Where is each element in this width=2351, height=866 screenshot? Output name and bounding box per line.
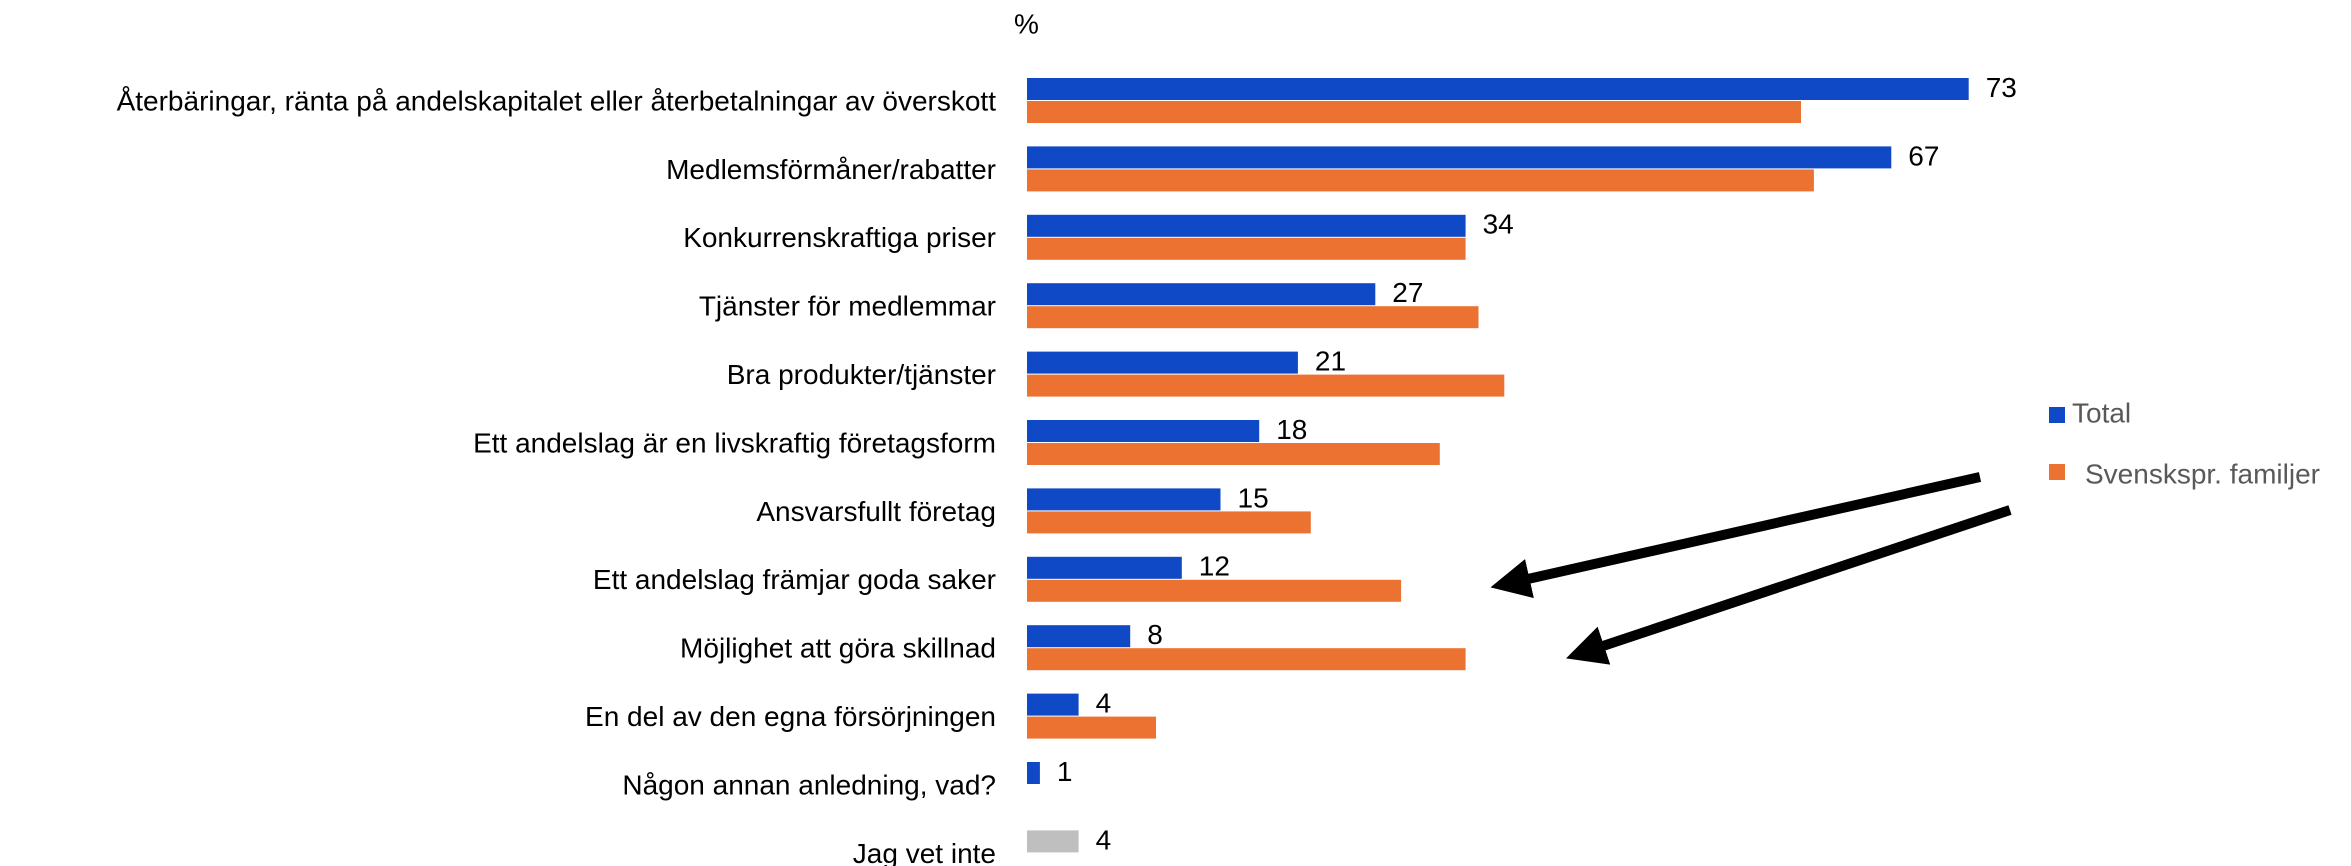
arrow (1566, 505, 2012, 665)
bar (1027, 648, 1466, 671)
bar (1027, 511, 1311, 534)
arrow (1490, 472, 1982, 599)
category-label: Ett andelslag är en livskraftig företags… (473, 427, 996, 458)
bar (1027, 716, 1156, 739)
bar (1027, 78, 1969, 100)
value-label: 67 (1908, 140, 1939, 171)
bar (1027, 146, 1892, 169)
bar (1027, 101, 1801, 123)
unit-label: % (1014, 8, 1039, 39)
category-label: Återbäringar, ränta på andelskapitalet e… (117, 85, 997, 116)
value-label: 4 (1096, 824, 1112, 855)
bar (1027, 830, 1079, 853)
bar (1027, 420, 1260, 442)
category-label: Konkurrenskraftiga priser (683, 222, 996, 253)
bar (1027, 169, 1814, 192)
value-label: 4 (1096, 687, 1112, 718)
bar (1027, 488, 1221, 511)
category-label: Bra produkter/tjänster (727, 359, 996, 390)
legend-swatch (2049, 464, 2065, 480)
value-label: 18 (1276, 414, 1307, 445)
category-label: Medlemsförmåner/rabatter (666, 154, 996, 185)
bar (1027, 443, 1440, 465)
bar (1027, 693, 1079, 716)
bar (1027, 306, 1479, 329)
category-label: Någon annan anledning, vad? (622, 769, 996, 800)
category-label: Ansvarsfullt företag (756, 496, 996, 527)
value-label: 12 (1199, 551, 1230, 582)
bar (1027, 351, 1298, 374)
bar (1027, 374, 1505, 397)
value-label: 73 (1986, 72, 2017, 103)
legend-swatch (2049, 407, 2065, 423)
legend-label: Svensksp​r. familjer (2085, 458, 2320, 489)
category-label: Ett andelslag främjar goda saker (593, 564, 996, 595)
value-label: 34 (1483, 209, 1514, 240)
bar (1027, 556, 1182, 579)
bar (1027, 579, 1402, 602)
bar (1027, 237, 1466, 260)
bar (1027, 283, 1376, 306)
bar (1027, 625, 1131, 648)
legend-label: Total (2072, 397, 2131, 428)
value-label: 27 (1392, 277, 1423, 308)
value-label: 15 (1238, 482, 1269, 513)
category-label: En del av den egna försörjningen (585, 701, 996, 732)
bar (1027, 214, 1466, 237)
category-label: Jag vet inte (853, 838, 996, 866)
value-label: 8 (1147, 619, 1163, 650)
category-label: Tjänster för medlemmar (699, 291, 996, 322)
value-label: 21 (1315, 345, 1346, 376)
value-label: 1 (1057, 756, 1073, 787)
bar (1027, 762, 1040, 784)
category-label: Möjlighet att göra skillnad (680, 633, 996, 664)
